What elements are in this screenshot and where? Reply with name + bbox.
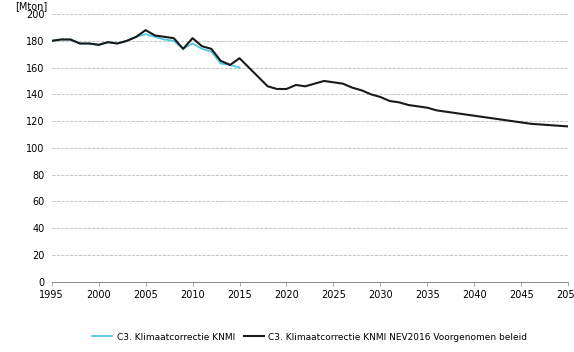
C3. Klimaatcorrectie KNMI NEV2016 Voorgenomen beleid [246,65,253,70]
C3. Klimaatcorrectie KNMI [227,63,234,67]
C3. Klimaatcorrectie KNMI [208,49,215,54]
C3. Klimaatcorrectie KNMI NEV2016 Voorgenomen beleid [395,100,402,105]
Text: [Mton]: [Mton] [15,1,48,11]
C3. Klimaatcorrectie KNMI [123,39,130,43]
C3. Klimaatcorrectie KNMI NEV2016 Voorgenomen beleid [57,37,64,42]
Line: C3. Klimaatcorrectie KNMI NEV2016 Voorgenomen beleid: C3. Klimaatcorrectie KNMI NEV2016 Voorge… [52,30,568,126]
C3. Klimaatcorrectie KNMI [236,65,243,70]
C3. Klimaatcorrectie KNMI [95,43,102,47]
C3. Klimaatcorrectie KNMI [170,39,177,43]
C3. Klimaatcorrectie KNMI NEV2016 Voorgenomen beleid [452,111,459,115]
C3. Klimaatcorrectie KNMI [218,62,224,66]
C3. Klimaatcorrectie KNMI [142,32,149,36]
C3. Klimaatcorrectie KNMI NEV2016 Voorgenomen beleid [349,86,356,90]
C3. Klimaatcorrectie KNMI NEV2016 Voorgenomen beleid [565,124,572,128]
C3. Klimaatcorrectie KNMI [104,40,111,44]
Line: C3. Klimaatcorrectie KNMI: C3. Klimaatcorrectie KNMI [52,34,239,68]
C3. Klimaatcorrectie KNMI [48,39,55,43]
C3. Klimaatcorrectie KNMI NEV2016 Voorgenomen beleid [142,28,149,32]
C3. Klimaatcorrectie KNMI [189,42,196,46]
C3. Klimaatcorrectie KNMI [199,47,205,51]
C3. Klimaatcorrectie KNMI [86,42,92,46]
C3. Klimaatcorrectie KNMI [114,42,121,46]
C3. Klimaatcorrectie KNMI [152,35,158,39]
C3. Klimaatcorrectie KNMI [67,37,74,42]
Legend: C3. Klimaatcorrectie KNMI, C3. Klimaatcorrectie KNMI NEV2016 Voorgenomen beleid: C3. Klimaatcorrectie KNMI, C3. Klimaatco… [89,329,531,345]
C3. Klimaatcorrectie KNMI [161,37,168,42]
C3. Klimaatcorrectie KNMI [133,35,139,39]
C3. Klimaatcorrectie KNMI [76,42,83,46]
C3. Klimaatcorrectie KNMI NEV2016 Voorgenomen beleid [48,39,55,43]
C3. Klimaatcorrectie KNMI [57,37,64,42]
C3. Klimaatcorrectie KNMI NEV2016 Voorgenomen beleid [377,95,384,99]
C3. Klimaatcorrectie KNMI [180,47,187,51]
